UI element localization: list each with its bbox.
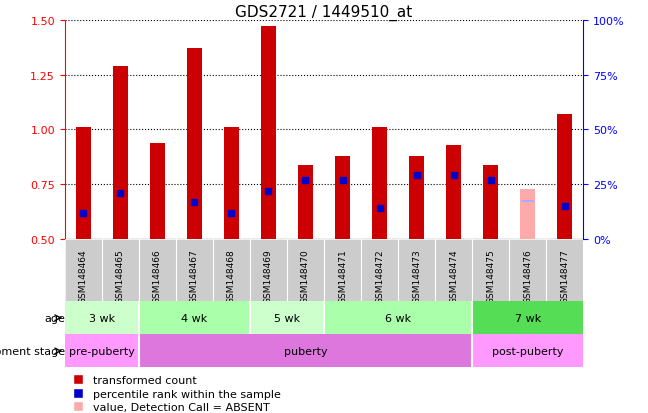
Text: GSM148464: GSM148464 <box>79 249 88 303</box>
Bar <box>113 66 128 240</box>
Bar <box>187 49 202 240</box>
Bar <box>472 335 583 368</box>
Text: puberty: puberty <box>284 346 327 356</box>
Text: GSM148468: GSM148468 <box>227 249 236 304</box>
Legend: transformed count, percentile rank within the sample, value, Detection Call = AB: transformed count, percentile rank withi… <box>71 373 283 413</box>
Bar <box>409 157 424 240</box>
Bar <box>65 301 139 335</box>
Bar <box>446 145 461 240</box>
Bar <box>483 165 498 240</box>
Text: 7 wk: 7 wk <box>515 313 541 323</box>
Bar <box>139 335 472 368</box>
Bar <box>472 301 583 335</box>
Text: pre-puberty: pre-puberty <box>69 346 135 356</box>
Bar <box>76 128 91 240</box>
Bar <box>224 128 239 240</box>
Text: 6 wk: 6 wk <box>385 313 411 323</box>
Text: GSM148469: GSM148469 <box>264 249 273 304</box>
Text: GSM148474: GSM148474 <box>449 249 458 303</box>
Bar <box>557 115 572 240</box>
Bar <box>65 335 139 368</box>
Text: GSM148467: GSM148467 <box>190 249 199 304</box>
Bar <box>520 189 535 240</box>
Bar <box>372 128 387 240</box>
Bar <box>335 157 350 240</box>
Text: GSM148472: GSM148472 <box>375 249 384 303</box>
Text: GSM148473: GSM148473 <box>412 249 421 304</box>
Text: GSM148477: GSM148477 <box>560 249 569 304</box>
Bar <box>250 301 324 335</box>
Bar <box>298 165 313 240</box>
Text: 4 wk: 4 wk <box>181 313 207 323</box>
Text: GSM148466: GSM148466 <box>153 249 162 304</box>
Text: 3 wk: 3 wk <box>89 313 115 323</box>
Text: GSM148470: GSM148470 <box>301 249 310 304</box>
Text: GSM148475: GSM148475 <box>486 249 495 304</box>
Text: GSM148476: GSM148476 <box>523 249 532 304</box>
Bar <box>139 301 250 335</box>
Text: development stage: development stage <box>0 346 65 356</box>
Text: post-puberty: post-puberty <box>492 346 563 356</box>
Bar <box>150 143 165 240</box>
Text: 5 wk: 5 wk <box>274 313 300 323</box>
Title: GDS2721 / 1449510_at: GDS2721 / 1449510_at <box>235 5 413 21</box>
Bar <box>324 301 472 335</box>
Text: GSM148465: GSM148465 <box>116 249 125 304</box>
Bar <box>261 27 276 240</box>
Text: age: age <box>44 313 65 323</box>
Bar <box>522 200 533 202</box>
Text: GSM148471: GSM148471 <box>338 249 347 304</box>
